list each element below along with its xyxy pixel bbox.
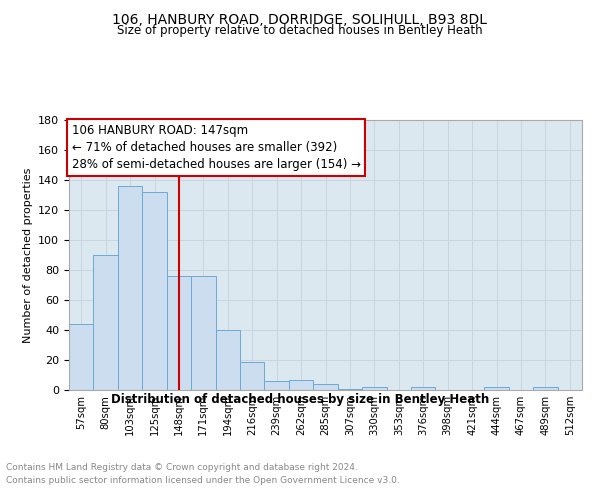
Bar <box>338 388 362 390</box>
Text: Distribution of detached houses by size in Bentley Heath: Distribution of detached houses by size … <box>111 392 489 406</box>
Bar <box>167 276 191 390</box>
Bar <box>289 380 313 390</box>
Bar <box>484 387 509 390</box>
Bar <box>411 387 436 390</box>
Bar <box>94 255 118 390</box>
Bar <box>118 186 142 390</box>
Text: Contains public sector information licensed under the Open Government Licence v3: Contains public sector information licen… <box>6 476 400 485</box>
Y-axis label: Number of detached properties: Number of detached properties <box>23 168 32 342</box>
Bar <box>362 387 386 390</box>
Bar <box>265 381 289 390</box>
Bar <box>533 387 557 390</box>
Text: 106 HANBURY ROAD: 147sqm
← 71% of detached houses are smaller (392)
28% of semi-: 106 HANBURY ROAD: 147sqm ← 71% of detach… <box>71 124 361 171</box>
Bar <box>313 384 338 390</box>
Bar <box>191 276 215 390</box>
Bar <box>215 330 240 390</box>
Bar <box>142 192 167 390</box>
Text: Size of property relative to detached houses in Bentley Heath: Size of property relative to detached ho… <box>117 24 483 37</box>
Text: 106, HANBURY ROAD, DORRIDGE, SOLIHULL, B93 8DL: 106, HANBURY ROAD, DORRIDGE, SOLIHULL, B… <box>113 12 487 26</box>
Bar <box>69 324 94 390</box>
Bar <box>240 362 265 390</box>
Text: Contains HM Land Registry data © Crown copyright and database right 2024.: Contains HM Land Registry data © Crown c… <box>6 462 358 471</box>
